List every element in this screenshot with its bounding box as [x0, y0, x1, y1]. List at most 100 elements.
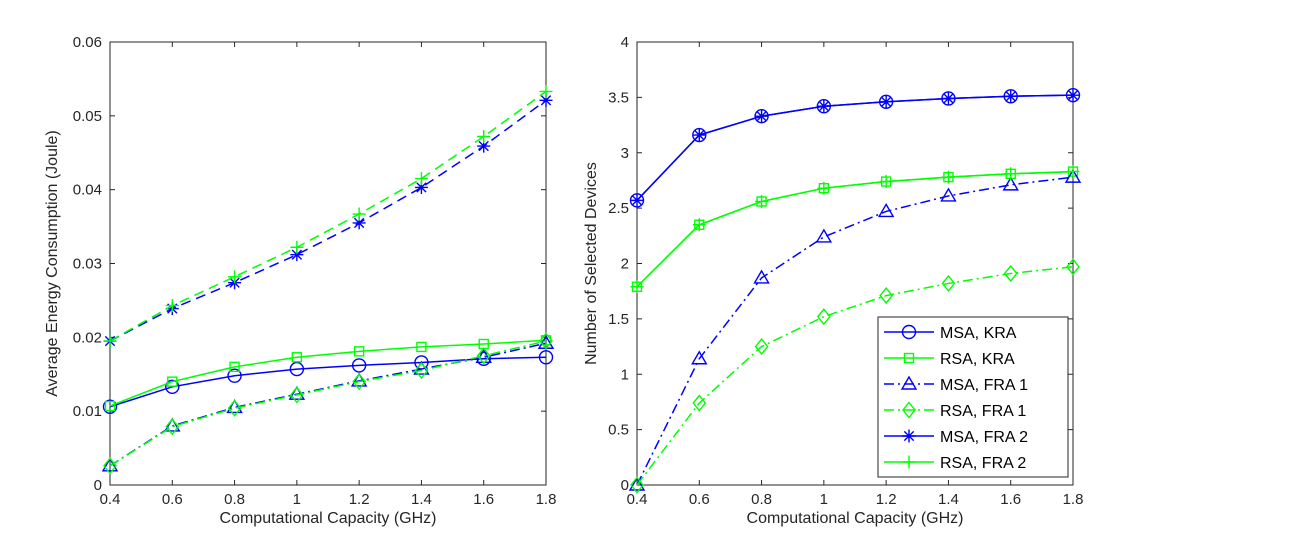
x-tick-label: 1.8 [536, 491, 557, 508]
data-point [289, 386, 304, 404]
x-tick-label: 1.4 [411, 491, 432, 508]
data-point [226, 399, 243, 414]
data-point [1066, 88, 1080, 102]
legend-marker [902, 401, 916, 419]
data-point [755, 109, 769, 123]
data-point [350, 372, 368, 387]
chart-1: 0.4 0.6 0.8 1 1.2 1.4 1.6 1.8 0 0.01 0.02 0.03 0.04 0… [44, 34, 556, 527]
data-point [816, 308, 831, 326]
data-point [227, 399, 242, 417]
y-tick-label: 0 [621, 477, 629, 494]
data-point [165, 418, 180, 436]
data-point [1066, 258, 1080, 276]
legend-marker [902, 455, 916, 469]
chart-2: 0.4 0.6 0.8 1 1.2 1.4 1.6 1.8 0 0.5 1 1.5 2 2.5 3 3.5 4 C… [583, 34, 1083, 527]
data-point [692, 394, 707, 412]
data-point [353, 346, 365, 357]
data-point [630, 280, 644, 294]
data-point [1002, 176, 1019, 191]
data-point [414, 172, 428, 186]
series-msa-fra-2 [630, 88, 1080, 207]
data-point [539, 84, 553, 98]
data-point [291, 352, 303, 363]
x-tick-label: 1.8 [1063, 491, 1084, 508]
data-point [352, 207, 366, 221]
x-tick-label: 0.8 [224, 491, 245, 508]
data-point [167, 376, 178, 387]
y-tick-label: 1.5 [608, 311, 629, 328]
series-line [109, 90, 547, 342]
legend-marker [903, 352, 915, 364]
data-point [538, 350, 554, 365]
data-point [941, 170, 955, 184]
data-point [628, 476, 646, 491]
data-point [940, 187, 957, 202]
x-tick-label: 1.2 [876, 491, 897, 508]
axes-box [109, 41, 547, 486]
legend-entry: MSA, FRA 1 [884, 375, 1028, 394]
series-rsa-fra-2 [630, 165, 1080, 294]
data-point [817, 99, 831, 113]
data-point [103, 334, 117, 348]
data-point [754, 337, 769, 356]
x-tick-label: 0.4 [627, 491, 648, 508]
y-tick-label: 2 [621, 256, 629, 273]
y-tick-label: 2.5 [608, 200, 629, 217]
data-point [101, 457, 119, 472]
data-point [753, 269, 770, 284]
series-line [636, 170, 1074, 288]
y-tick-label: 1 [621, 366, 629, 383]
legend-label: RSA, KRA [940, 351, 1015, 368]
series-line [109, 339, 547, 407]
x-tick-label: 1.2 [349, 491, 370, 508]
data-point [1004, 89, 1018, 103]
data-point [539, 332, 553, 350]
x-tick-label: 0.6 [689, 491, 710, 508]
data-point [755, 194, 769, 208]
data-point [104, 400, 116, 412]
series-rsa-fra-2 [103, 84, 553, 348]
x-tick-label: 0.8 [751, 491, 772, 508]
data-point [351, 358, 367, 373]
data-point [102, 399, 118, 414]
x-tick-label: 0.4 [100, 491, 121, 508]
data-point [288, 385, 306, 400]
y-tick-label: 3 [621, 145, 629, 162]
data-point [103, 457, 117, 475]
legend-label: RSA, FRA 1 [940, 403, 1026, 420]
series-line [636, 94, 1074, 201]
series-line [109, 340, 547, 467]
data-point [352, 373, 367, 391]
data-point [817, 181, 831, 195]
data-point [290, 240, 304, 254]
data-point [630, 193, 644, 207]
series-line [109, 99, 547, 342]
data-point [165, 379, 180, 395]
y-axis-label: Average Energy Consumption (Joule) [44, 130, 61, 397]
series-line [636, 266, 1074, 486]
legend-marker [900, 375, 918, 390]
y-axis-label: Number of Selected Devices [583, 162, 600, 365]
y-tick-label: 0.02 [73, 329, 102, 346]
data-point [289, 361, 305, 377]
data-point [414, 180, 428, 194]
data-point [1066, 165, 1080, 179]
data-point [227, 368, 242, 383]
legend-entry: RSA, FRA 2 [884, 455, 1026, 472]
data-point [879, 286, 894, 305]
series-rsa-fra-1 [103, 332, 553, 475]
series-rsa-kra [104, 335, 552, 412]
series-line [636, 176, 1074, 486]
data-point [228, 270, 242, 284]
legend-entry: RSA, KRA [884, 351, 1015, 368]
data-point [815, 228, 833, 243]
data-point [229, 361, 240, 373]
legend-entry: RSA, FRA 1 [884, 401, 1026, 420]
legend-box [877, 316, 1069, 478]
legend-entry: MSA, KRA [884, 324, 1017, 342]
data-point [630, 476, 644, 494]
y-tick-label: 0.01 [73, 403, 102, 420]
y-tick-label: 0.04 [73, 182, 102, 199]
x-tick-label: 1 [820, 491, 828, 508]
data-point [941, 274, 956, 293]
